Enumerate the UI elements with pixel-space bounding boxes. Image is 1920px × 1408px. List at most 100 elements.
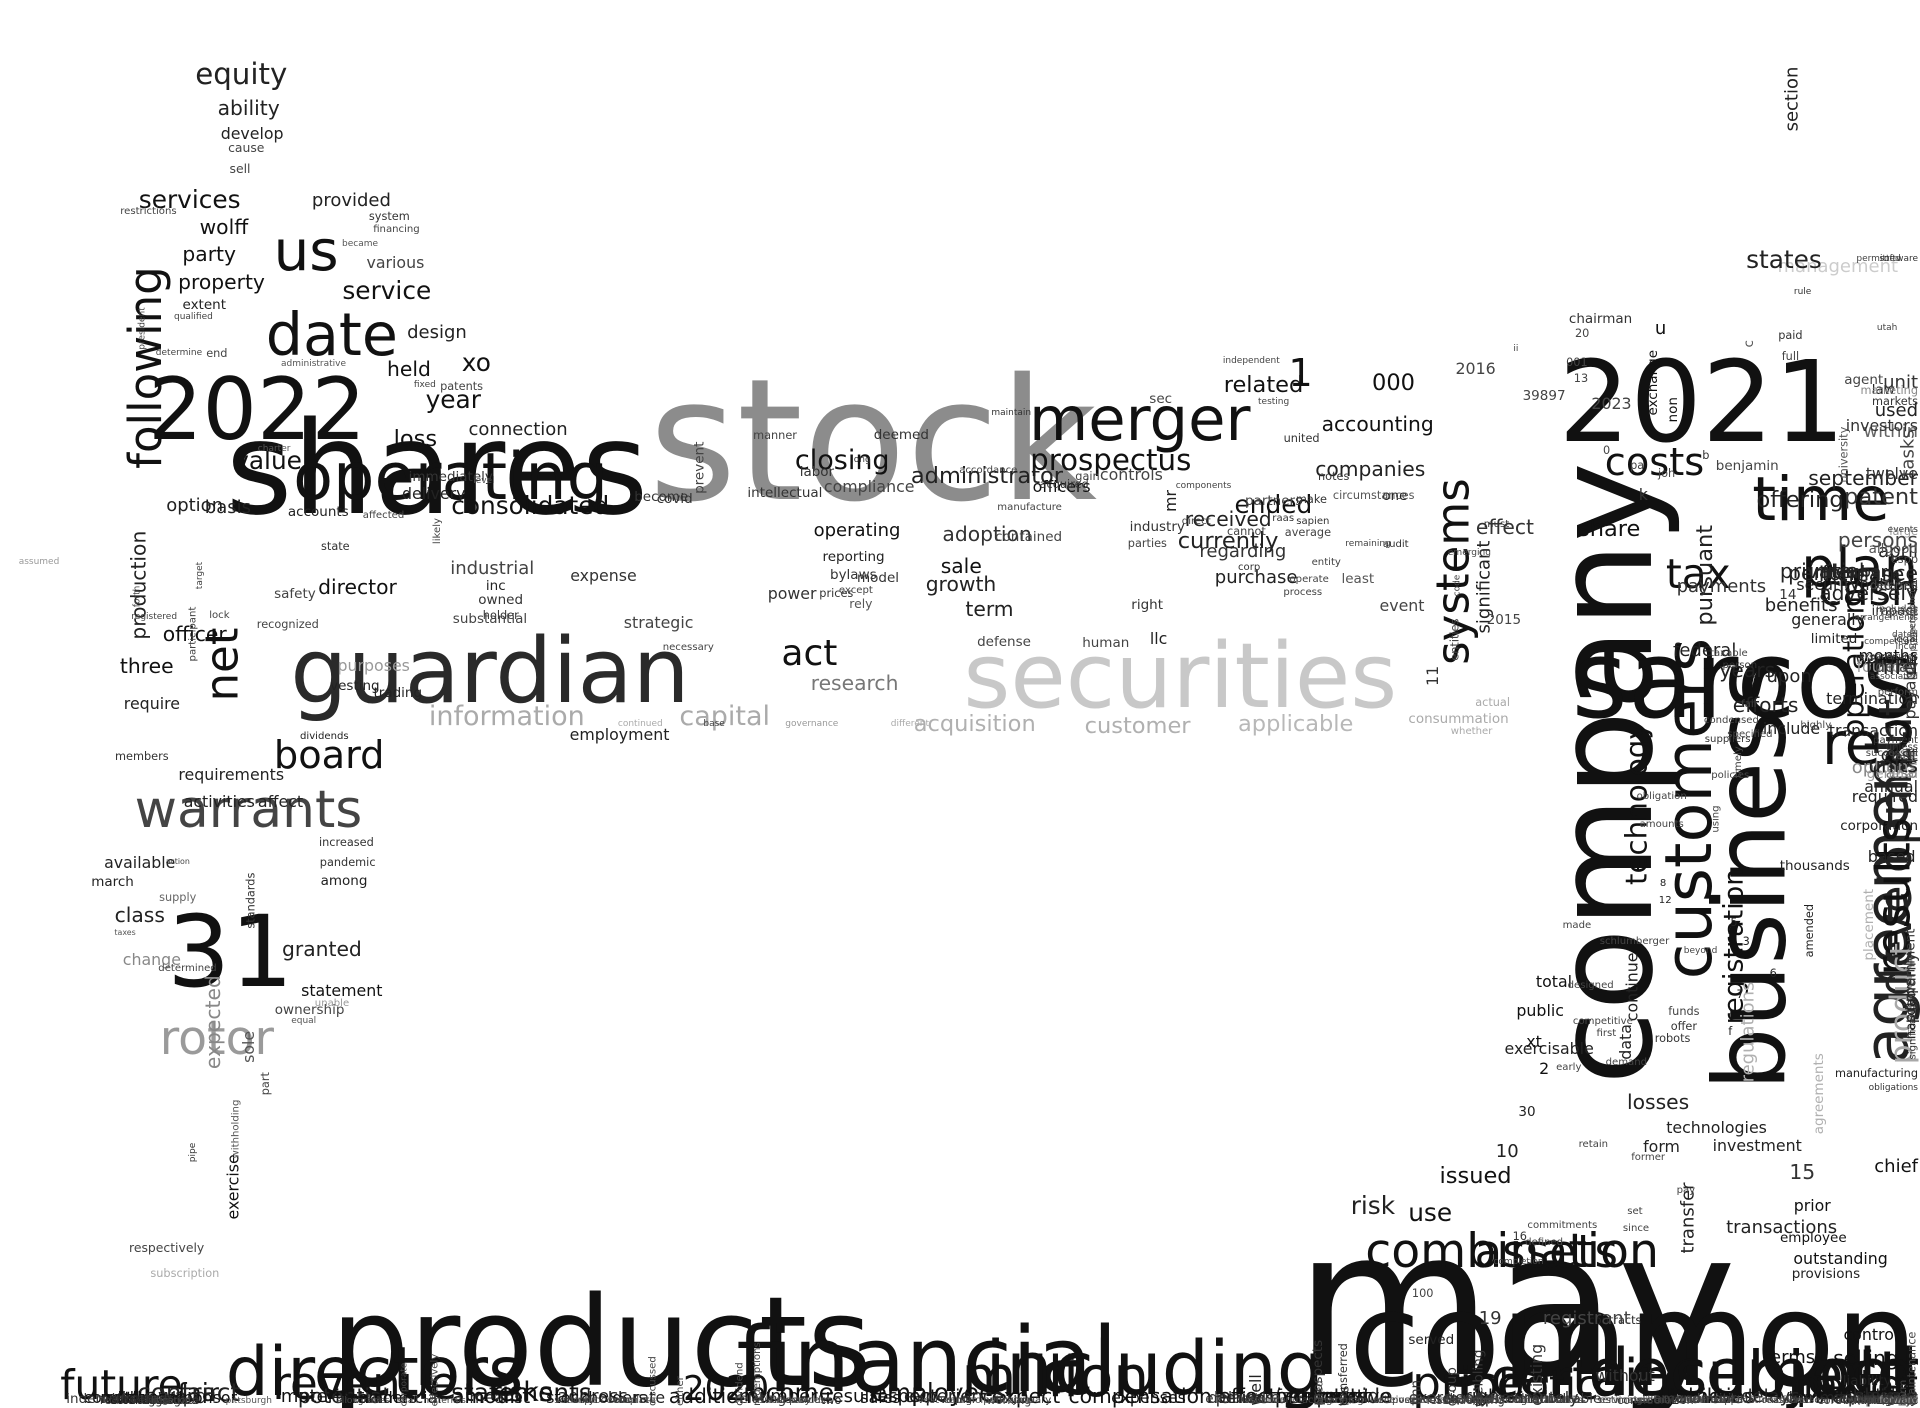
cloud-word: capital [679, 700, 771, 732]
cloud-word: effective [1218, 1383, 1307, 1408]
cloud-word: obtain [109, 1393, 146, 1407]
cloud-word: board [273, 732, 385, 778]
cloud-word: strategic [623, 613, 694, 633]
cloud-word: technologies [1666, 1117, 1767, 1137]
cloud-word: make [1295, 493, 1327, 507]
cloud-word: retain [1578, 1138, 1609, 1150]
cloud-word: governance [785, 719, 839, 730]
cloud-word: reason [1762, 1394, 1797, 1406]
cloud-word: partners [1245, 493, 1303, 509]
cloud-word: bylaws [830, 566, 877, 583]
cloud-word: respect [870, 1386, 938, 1407]
cloud-word: officers [1032, 477, 1091, 497]
cloud-word: current [1284, 1383, 1358, 1408]
cloud-word: research [810, 671, 899, 696]
cloud-word: chief [1874, 1155, 1918, 1177]
cloud-word: issued [1439, 1163, 1512, 1190]
cloud-word: securities [963, 624, 1398, 730]
cloud-word: beyond [1683, 945, 1718, 956]
cloud-word: actual [1475, 696, 1510, 710]
cloud-word: industrial [450, 558, 535, 580]
cloud-word: reduce [1706, 1394, 1742, 1406]
cloud-word: payments [1676, 575, 1767, 597]
cloud-word: grant [357, 1396, 382, 1406]
cloud-word: 0 [1603, 444, 1611, 458]
cloud-word: management [1777, 255, 1899, 277]
cloud-word: pandemic [319, 855, 376, 869]
cloud-word: employee [1780, 1230, 1847, 1247]
cloud-word: timing [1495, 1394, 1528, 1406]
cloud-word: determined [158, 962, 217, 974]
cloud-word: rule [1793, 287, 1812, 298]
cloud-word: resources [776, 1394, 826, 1406]
cloud-word: adoption [942, 521, 1032, 546]
cloud-word: trade [1891, 1394, 1918, 1406]
cloud-word: operating [813, 520, 901, 542]
cloud-word: commitments [1527, 1219, 1598, 1231]
cloud-word: activities [183, 792, 255, 811]
cloud-word: obligations [1868, 1083, 1918, 1094]
cloud-word: employment [569, 724, 670, 744]
cloud-word: funds [1668, 1004, 1700, 1018]
cloud-word: competitors [1864, 637, 1918, 648]
cloud-word: persons [1837, 528, 1918, 552]
cloud-word: 7 [1736, 987, 1744, 1001]
cloud-word: extent [182, 297, 227, 314]
cloud-word: sec [1149, 391, 1173, 408]
cloud-word: need [1314, 1380, 1326, 1406]
cloud-word: good [1884, 1390, 1918, 1407]
cloud-word: corp [1238, 562, 1261, 574]
cloud-word: f [1728, 1024, 1733, 1038]
cloud-word: incur [1895, 642, 1918, 653]
cloud-word: president [138, 306, 149, 350]
cloud-word: power [767, 583, 817, 603]
cloud-word: joh [1658, 467, 1676, 481]
cloud-word: corporate [399, 1362, 410, 1406]
cloud-word: components [1175, 480, 1232, 491]
cloud-word: voting [940, 1394, 973, 1406]
cloud-word: federal [1673, 640, 1737, 662]
cloud-word: affect [257, 792, 304, 811]
cloud-word: disposition [1377, 1394, 1432, 1406]
cloud-word: revenue [272, 1356, 458, 1408]
cloud-word: procedures [1857, 1394, 1915, 1406]
cloud-word: amount [452, 1383, 531, 1408]
cloud-word: complete [608, 1394, 656, 1406]
cloud-word: 3 [1742, 935, 1750, 949]
cloud-word: laws [1788, 1388, 1824, 1408]
cloud-word: annual [1864, 777, 1918, 797]
cloud-word: 13 [1573, 371, 1589, 385]
cloud-word: condensed [1703, 715, 1759, 727]
cloud-word: rotor [159, 1010, 274, 1066]
cloud-word: 12 [1658, 895, 1672, 907]
cloud-word: period [1796, 1363, 1918, 1408]
cloud-word: legal [1893, 634, 1918, 646]
cloud-word: lock [209, 609, 230, 621]
cloud-word: without [1595, 1366, 1655, 1386]
cloud-word: require [123, 694, 180, 714]
cloud-word: term [965, 596, 1014, 621]
cloud-word: statement [301, 980, 383, 1000]
cloud-word: 5 [1730, 915, 1738, 929]
cloud-word: acquisition [913, 711, 1036, 738]
cloud-word: twelve [1865, 463, 1918, 483]
cloud-word: affected [362, 509, 405, 521]
cloud-word: portion [1881, 1394, 1918, 1406]
cloud-word: continue [1622, 952, 1642, 1022]
cloud-word: cannot [1227, 524, 1266, 538]
cloud-word: control [1843, 1324, 1899, 1344]
cloud-word: changes [1442, 1390, 1499, 1407]
cloud-word: shall [397, 1396, 419, 1406]
cloud-word: 11 [1422, 665, 1442, 686]
cloud-word: servicing [1597, 1394, 1643, 1406]
cloud-word: operate [1289, 574, 1329, 586]
cloud-word: 2015 [1486, 611, 1522, 628]
cloud-word: allgood [1868, 540, 1918, 557]
cloud-word: notes [1318, 469, 1350, 483]
cloud-word: specified [1727, 728, 1773, 740]
cloud-word: following [119, 265, 173, 469]
cloud-word: process [1283, 586, 1323, 598]
cloud-word: purposes [337, 656, 410, 676]
cloud-word: form [1643, 1137, 1680, 1157]
cloud-word: commercial [349, 1388, 442, 1408]
